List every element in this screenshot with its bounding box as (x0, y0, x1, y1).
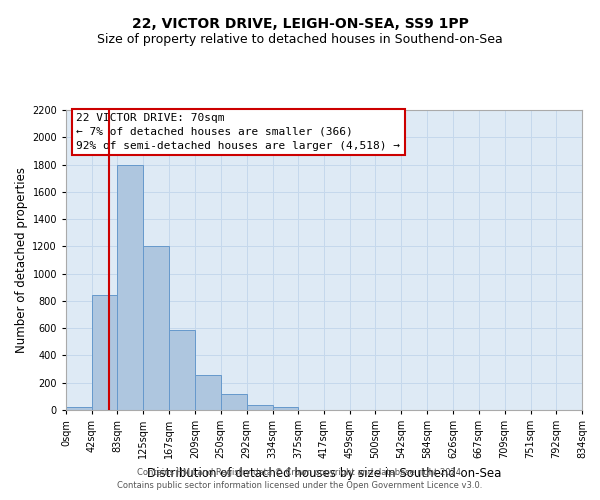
Bar (196, 375, 221, 410)
Text: Contains HM Land Registry data © Crown copyright and database right 2024.
Contai: Contains HM Land Registry data © Crown c… (118, 468, 482, 490)
Bar (221, 394, 247, 410)
Text: 22 VICTOR DRIVE: 70sqm
← 7% of detached houses are smaller (366)
92% of semi-det: 22 VICTOR DRIVE: 70sqm ← 7% of detached … (76, 113, 400, 151)
Bar (92, 296, 118, 410)
Bar (272, 406, 298, 410)
Text: Size of property relative to detached houses in Southend-on-Sea: Size of property relative to detached ho… (97, 32, 503, 46)
Bar (169, 330, 196, 410)
Bar (143, 246, 169, 410)
Bar (118, 164, 143, 410)
X-axis label: Distribution of detached houses by size in Southend-on-Sea: Distribution of detached houses by size … (147, 466, 501, 479)
Bar (247, 404, 272, 410)
Bar (66, 406, 92, 410)
Text: 22, VICTOR DRIVE, LEIGH-ON-SEA, SS9 1PP: 22, VICTOR DRIVE, LEIGH-ON-SEA, SS9 1PP (131, 18, 469, 32)
Y-axis label: Number of detached properties: Number of detached properties (15, 167, 28, 353)
